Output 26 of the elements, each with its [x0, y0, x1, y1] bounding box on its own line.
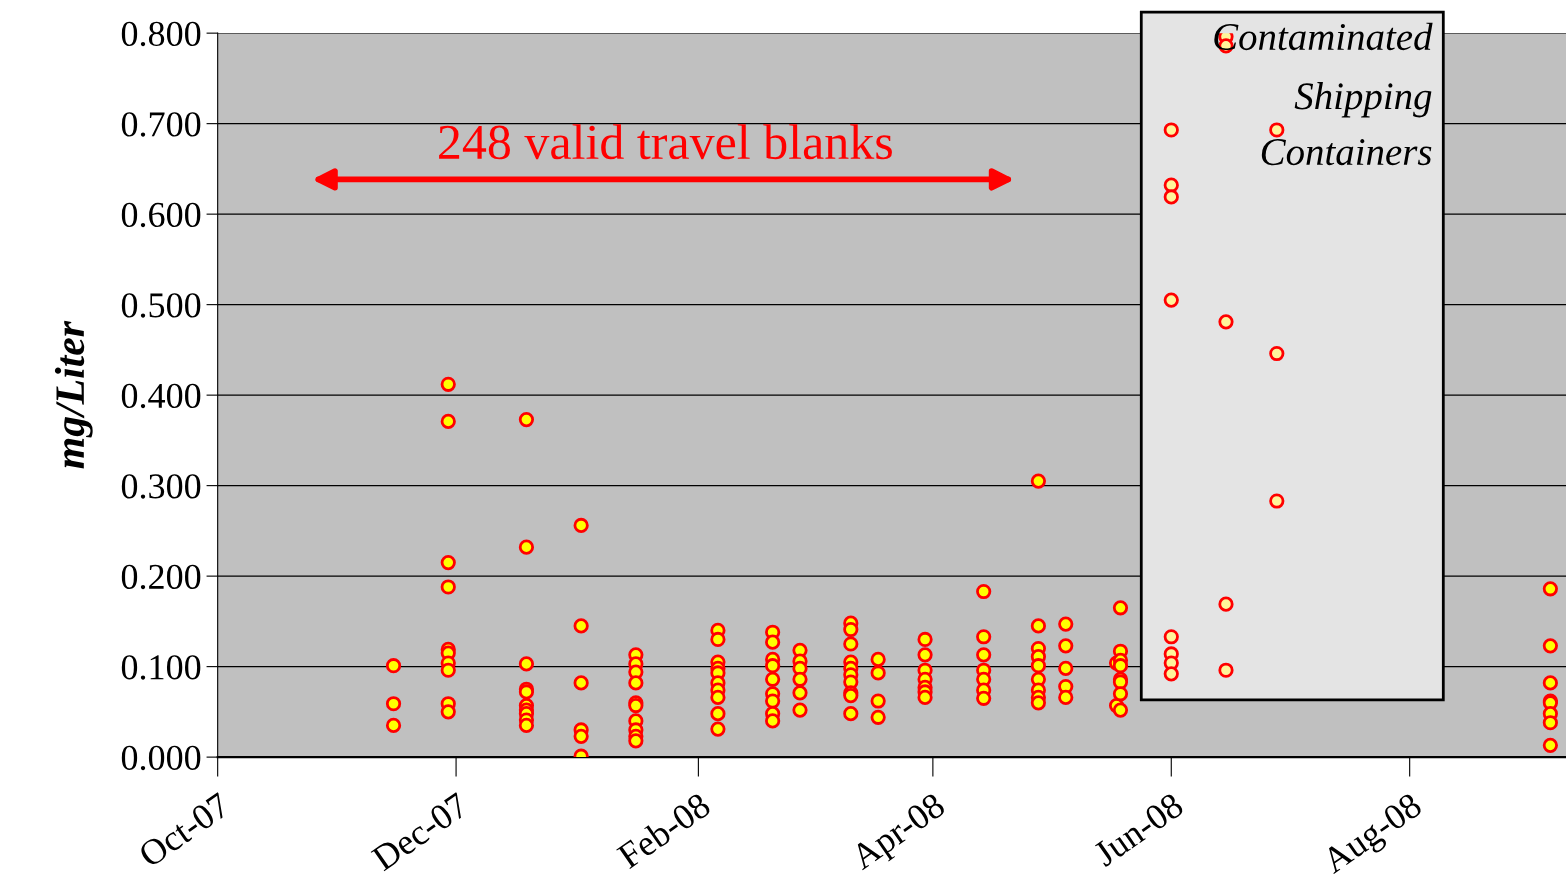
point: [1269, 345, 1285, 362]
point: [1269, 493, 1285, 509]
point: [1218, 596, 1234, 612]
point: [1218, 662, 1234, 678]
y-tick-label: 0.600: [121, 202, 201, 228]
y-tick-label: 0.400: [121, 383, 201, 409]
annotation: Containers: [1261, 139, 1432, 166]
point: [1163, 292, 1179, 308]
point: [1163, 189, 1179, 205]
y-tick-label: 0.100: [121, 655, 201, 680]
y-tick-label: 0.300: [121, 474, 201, 499]
y-axis-title: mg/Liter: [54, 320, 93, 469]
point: [1218, 314, 1234, 330]
point: [1163, 666, 1179, 682]
annotation: 248 valid travel blanks: [439, 124, 892, 160]
y-tick-label: 0.200: [121, 564, 201, 590]
point: [1163, 122, 1179, 138]
annotation: Shipping: [1294, 82, 1432, 118]
y-tick-label: 0.800: [121, 21, 201, 47]
point: [1163, 629, 1179, 645]
y-tick-label: 0.500: [121, 293, 201, 318]
point: [1163, 177, 1179, 193]
y-tick-label: 0.000: [121, 745, 201, 771]
y-tick-label: 0.700: [121, 112, 201, 137]
point: [1269, 122, 1285, 138]
annotation: Contaminated: [1214, 22, 1433, 51]
